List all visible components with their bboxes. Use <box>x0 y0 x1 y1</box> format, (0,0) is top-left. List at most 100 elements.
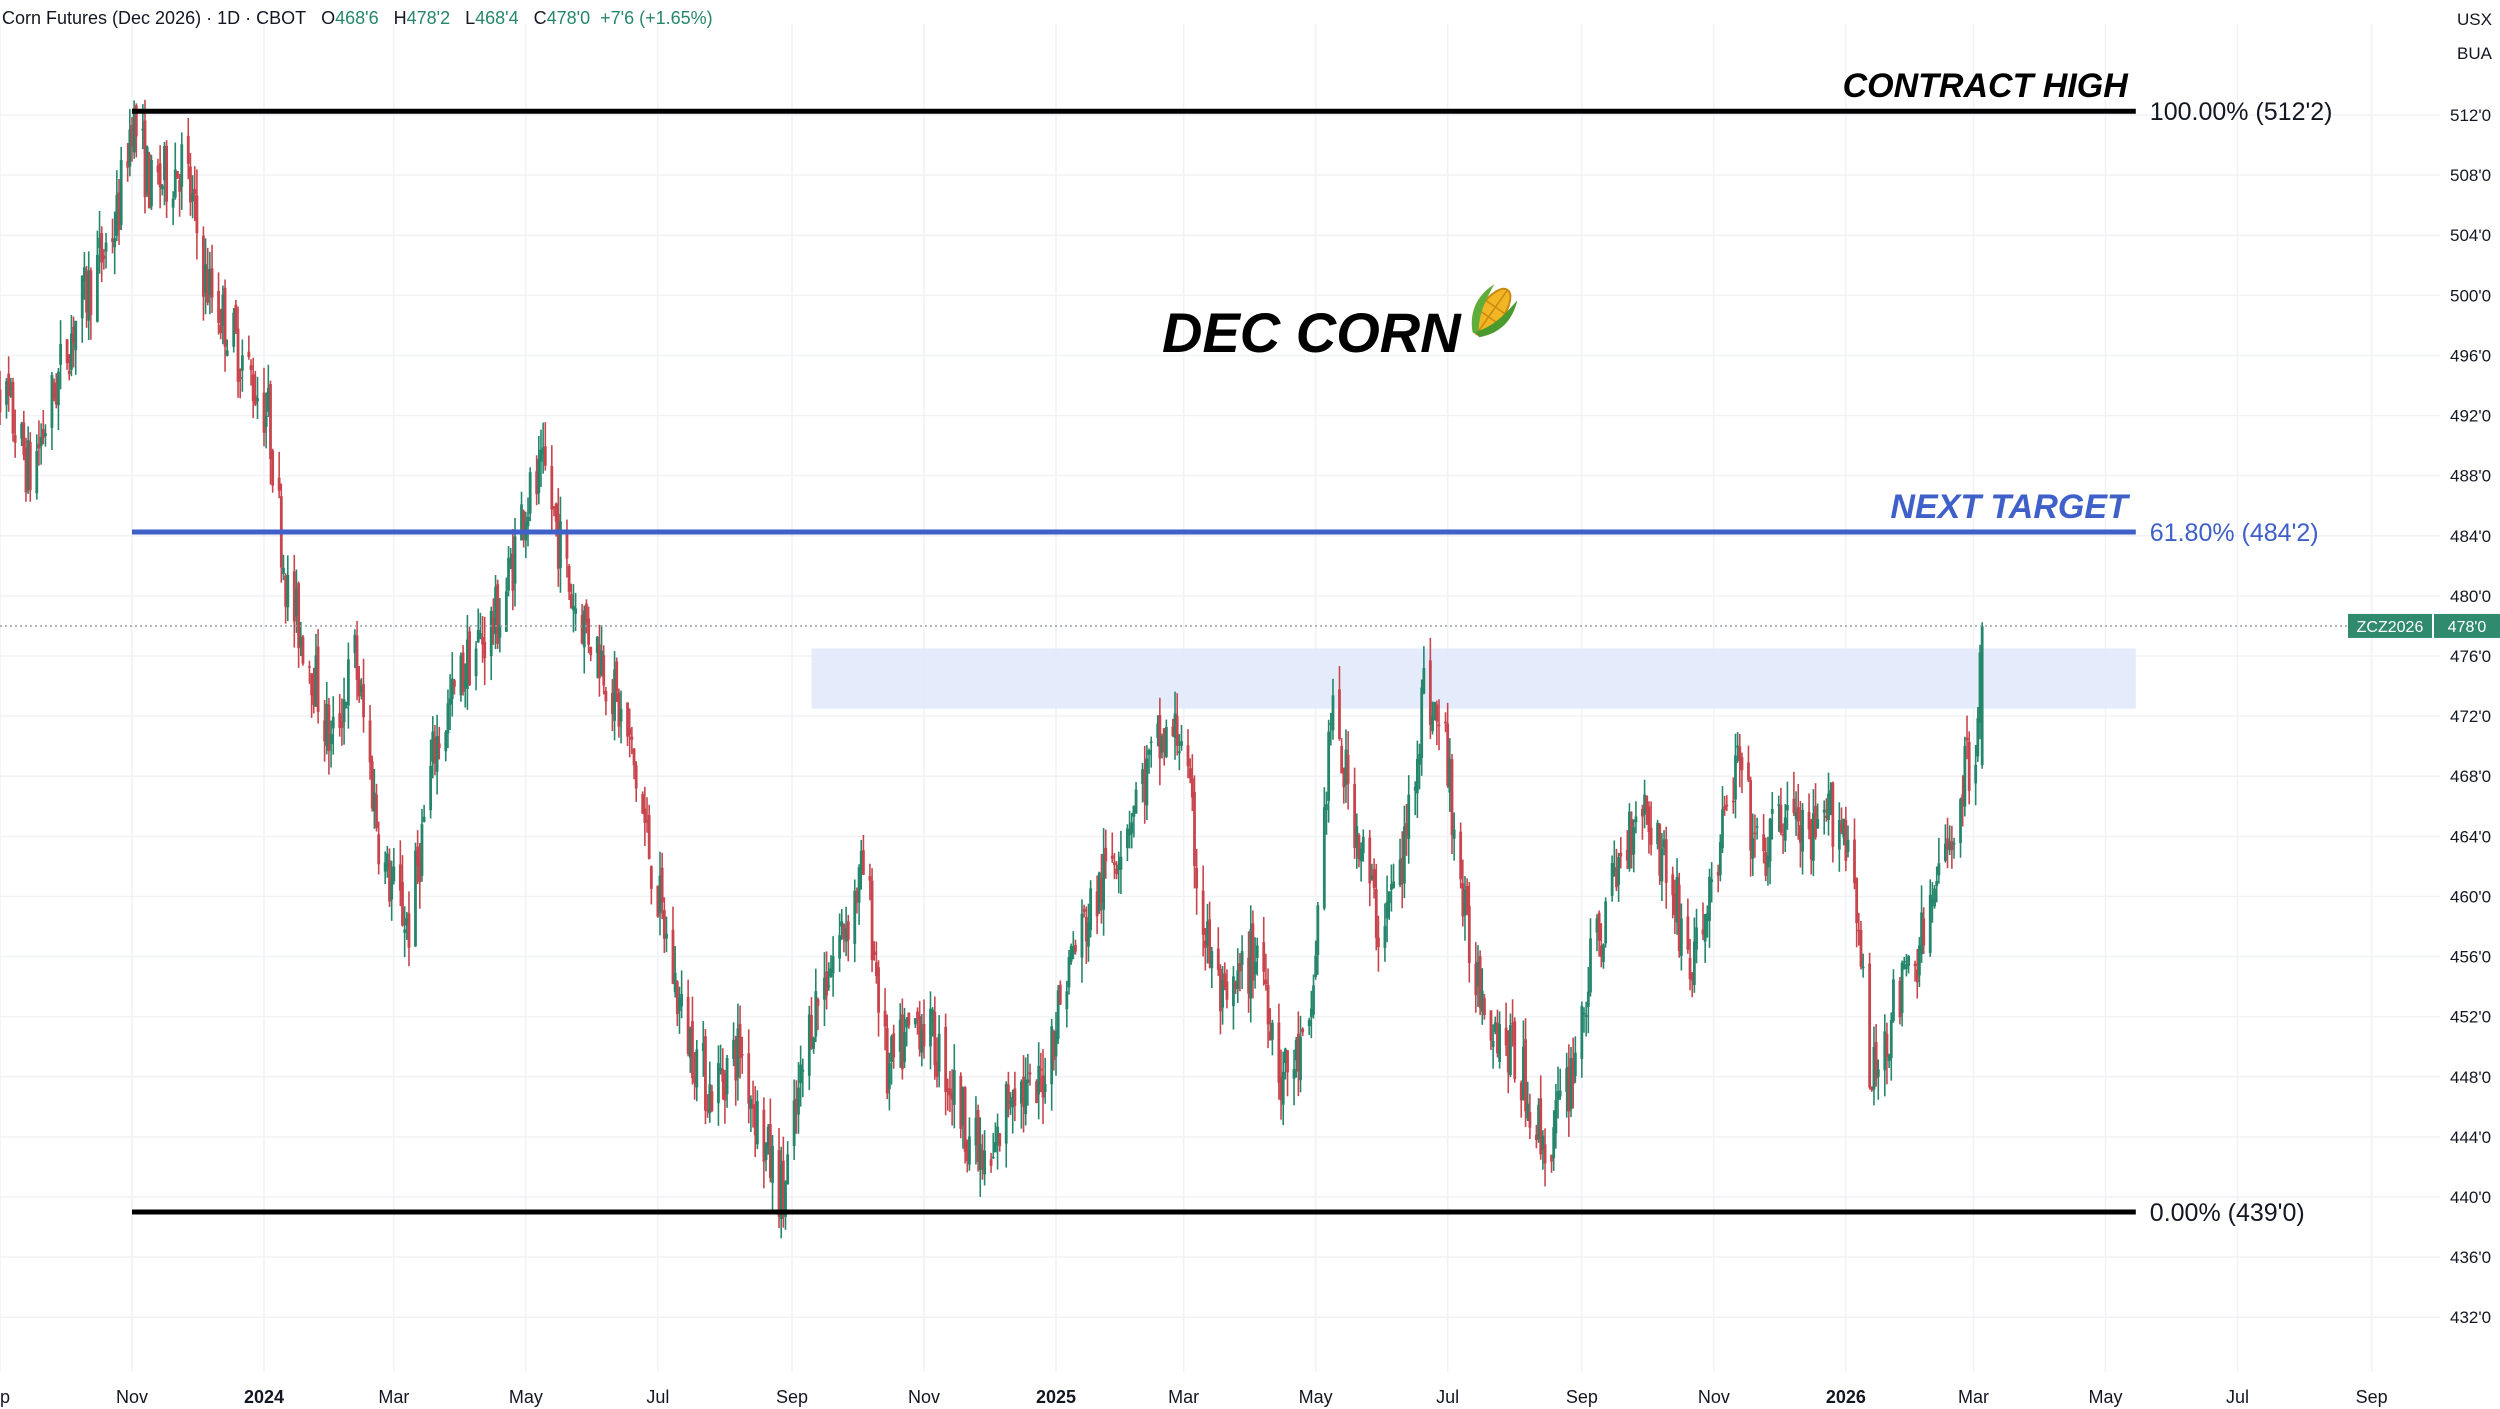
symbol-tag <box>2348 613 2432 638</box>
candle-body <box>1824 815 1828 819</box>
candle-body <box>446 703 450 734</box>
candle-body <box>1690 973 1694 981</box>
candle-body <box>1043 1083 1047 1092</box>
candle-body <box>284 575 288 607</box>
candle-body <box>1097 872 1101 911</box>
candle-body <box>1779 804 1783 834</box>
candle-body <box>522 511 526 534</box>
candle-body <box>1792 798 1796 814</box>
candle-body <box>511 553 515 591</box>
candle-body <box>968 1136 971 1165</box>
candle-body <box>236 328 240 382</box>
symbol-tag-label: ZCZ2026 <box>2357 619 2424 636</box>
candle-body <box>1853 839 1856 884</box>
candle-body <box>1004 1083 1008 1144</box>
candle-body <box>1930 899 1934 904</box>
candle-body <box>981 1149 984 1170</box>
candle-body <box>1357 835 1361 859</box>
time-tick-label: Sep <box>776 1387 808 1407</box>
candle-body <box>509 559 513 566</box>
candle-body <box>1405 823 1408 836</box>
candle-body <box>643 808 647 823</box>
candle-body <box>253 395 257 405</box>
candle-body <box>862 850 865 875</box>
candle-body <box>898 1019 902 1052</box>
time-tick-label: Jul <box>2226 1387 2249 1407</box>
candle-body <box>225 350 229 356</box>
fib-level-label: 0.00% (439'0) <box>2150 1199 2305 1227</box>
low-value: 468'4 <box>475 8 519 28</box>
candle-body <box>1522 1046 1525 1100</box>
candle-body <box>1095 891 1099 917</box>
candle-body <box>1679 918 1683 956</box>
candle-body <box>489 610 493 657</box>
candle-body <box>206 269 210 303</box>
price-axis[interactable]: 512'0 508'0 504'0 500'0 496'0 492'0 488'0 484'0… <box>2450 106 2491 1327</box>
candle-body <box>1156 723 1160 738</box>
candle-body <box>619 708 623 722</box>
candle-body <box>792 1100 796 1147</box>
candle-body <box>1831 782 1835 847</box>
candle-body <box>1361 836 1365 854</box>
candle-body <box>885 1027 889 1094</box>
candle-body <box>247 351 251 358</box>
candle-body <box>1883 1031 1887 1071</box>
candle-body <box>1193 791 1196 867</box>
candle-body <box>1255 945 1259 958</box>
candle-body <box>126 160 130 168</box>
candle-body <box>1344 749 1348 785</box>
candle-body <box>1915 969 1919 983</box>
candle-body <box>1080 913 1084 958</box>
candle-body <box>9 387 13 390</box>
candle-body <box>1067 957 1071 988</box>
candle-body <box>944 1026 948 1093</box>
candlestick-series[interactable] <box>0 99 1984 1239</box>
candle-body <box>1900 962 1904 1014</box>
candle-body <box>807 1014 811 1076</box>
candle-body <box>1342 767 1346 788</box>
candle-body <box>13 434 17 443</box>
candle-body <box>1612 867 1616 872</box>
candle-body <box>111 238 114 242</box>
candle-body <box>903 1032 906 1063</box>
time-tick-label: Mar <box>1168 1387 1199 1407</box>
symbol-title[interactable]: Corn Futures (Dec 2026) · 1D · CBOT <box>2 8 307 28</box>
candle-body <box>1173 713 1177 738</box>
candle-body <box>946 1088 950 1090</box>
fibonacci-retracement[interactable]: 100.00% (512'2) CONTRACT HIGH 61.80% (484'… <box>132 67 2332 1227</box>
candle-body <box>1827 793 1830 820</box>
candle-body <box>1387 891 1391 904</box>
candle-body <box>1210 951 1214 969</box>
candle-body <box>1656 822 1659 845</box>
candle-body <box>701 1043 705 1051</box>
candle-body <box>156 165 160 173</box>
candle-body <box>392 866 396 882</box>
candle-body <box>1392 881 1395 888</box>
candle-body <box>695 1049 699 1088</box>
price-tick-label: 500'0 <box>2450 286 2491 305</box>
candle-body <box>823 977 826 1000</box>
candle-body <box>346 659 350 706</box>
symbol-header[interactable]: Corn Futures (Dec 2026) · 1D · CBOT O468… <box>2 8 713 29</box>
time-axis[interactable]: ep Nov 2024 Mar May Jul Sep Nov 2025 Mar May Jul Sep… <box>0 1387 2388 1407</box>
candle-body <box>1006 1084 1010 1110</box>
candle-body <box>208 269 212 296</box>
candle-body <box>799 1064 803 1084</box>
candle-body <box>444 732 448 752</box>
candle-body <box>251 374 255 402</box>
candle-body <box>301 636 305 664</box>
candle-body <box>1177 751 1181 754</box>
unit-button[interactable]: BUA <box>2457 44 2492 63</box>
candle-body <box>314 655 318 707</box>
currency-button[interactable]: USX <box>2457 10 2492 29</box>
candle-body <box>816 999 820 1006</box>
candle-body <box>721 1069 725 1082</box>
candle-body <box>1580 1005 1584 1060</box>
price-tick-label: 496'0 <box>2450 346 2491 365</box>
candle-body <box>98 237 101 248</box>
resistance-zone[interactable] <box>811 648 2136 709</box>
price-tick-label: 512'0 <box>2450 106 2491 125</box>
candle-body <box>1664 839 1668 883</box>
candle-body <box>777 1150 781 1217</box>
